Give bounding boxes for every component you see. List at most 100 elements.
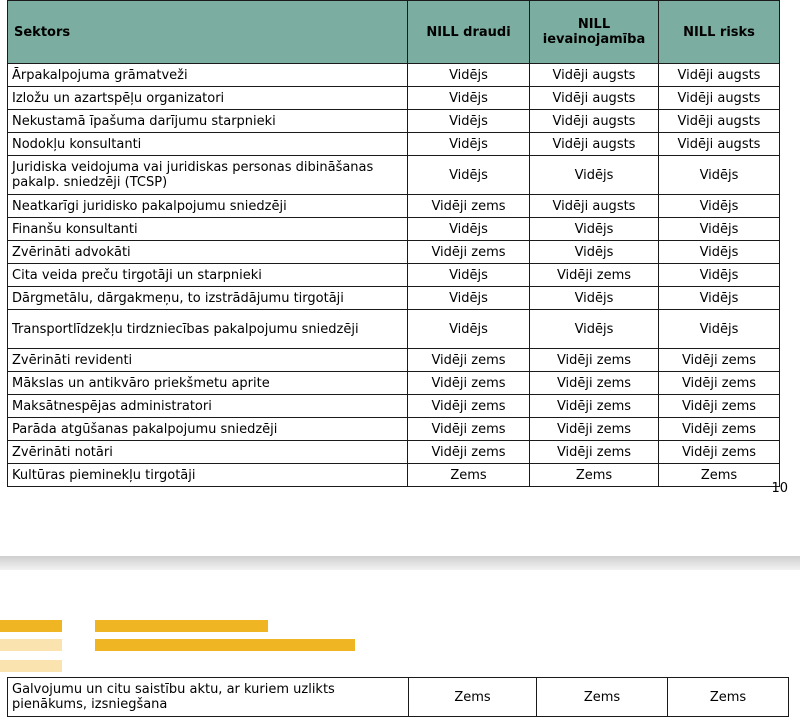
sector-cell: Ārpakalpojuma grāmatveži [7, 63, 408, 87]
page-gap [0, 556, 800, 570]
risk-cell: Vidējs [658, 263, 780, 287]
risk-cell: Vidējs [658, 217, 780, 241]
decorative-bar [0, 660, 62, 672]
table-row: Izložu un azartspēļu organizatori Vidējs V… [7, 86, 780, 110]
risk-cell: Vidēji zems [658, 440, 780, 464]
table-row: Maksātnespējas administratori Vidēji zems… [7, 394, 780, 418]
vulnerability-cell: Vidēji augsts [529, 63, 659, 87]
vulnerability-cell: Zems [529, 463, 659, 487]
threat-cell: Vidēji zems [407, 394, 530, 418]
continued-table: Galvojumu un citu saistību aktu, ar kuri… [7, 677, 789, 717]
sector-cell: Izložu un azartspēļu organizatori [7, 86, 408, 110]
table-row: Finanšu konsultanti Vidējs Vidējs Vidējs [7, 217, 780, 241]
threat-cell: Vidējs [407, 309, 530, 349]
vulnerability-cell: Vidējs [529, 309, 659, 349]
document-page: Sektors NILL draudi NILL ievainojamība N… [7, 0, 788, 496]
risk-cell: Zems [658, 463, 780, 487]
vulnerability-cell: Vidējs [529, 240, 659, 264]
table-row: Cita veida preču tirgotāji un starpnieki… [7, 263, 780, 287]
sector-cell: Kultūras pieminekļu tirgotāji [7, 463, 408, 487]
threat-cell: Vidējs [407, 63, 530, 87]
threat-cell: Vidējs [407, 263, 530, 287]
threat-cell: Vidēji zems [407, 417, 530, 441]
risk-cell: Vidējs [658, 155, 780, 195]
sector-cell: Transportlīdzekļu tirdzniecības pakalpoj… [7, 309, 408, 349]
threat-cell: Vidējs [407, 109, 530, 133]
sector-cell: Finanšu konsultanti [7, 217, 408, 241]
threat-cell: Vidēji zems [407, 240, 530, 264]
risk-cell: Vidēji augsts [658, 132, 780, 156]
sector-cell: Parāda atgūšanas pakalpojumu sniedzēji [7, 417, 408, 441]
risk-cell: Vidējs [658, 286, 780, 310]
table-row: Zvērināti revidenti Vidēji zems Vidēji zem… [7, 348, 780, 372]
threat-cell: Vidēji zems [407, 371, 530, 395]
table-row: Galvojumu un citu saistību aktu, ar kuri… [7, 677, 789, 717]
risk-cell: Vidēji zems [658, 371, 780, 395]
threat-cell: Vidējs [407, 217, 530, 241]
table-row: Nekustamā īpašuma darījumu starpnieki Vid… [7, 109, 780, 133]
risk-cell: Vidēji zems [658, 417, 780, 441]
table-row: Juridiska veidojuma vai juridiskas perso… [7, 155, 780, 195]
sector-cell: Juridiska veidojuma vai juridiskas perso… [7, 155, 408, 195]
threat-cell: Vidēji zems [407, 194, 530, 218]
threat-cell: Vidēji zems [407, 348, 530, 372]
risk-table: Sektors NILL draudi NILL ievainojamība N… [7, 0, 780, 487]
threat-cell: Vidēji zems [407, 440, 530, 464]
header-nill-ievainojamiba: NILL ievainojamība [529, 0, 659, 64]
threat-cell: Vidējs [407, 86, 530, 110]
threat-cell: Vidējs [407, 286, 530, 310]
threat-cell: Zems [407, 463, 530, 487]
risk-cell: Vidēji augsts [658, 109, 780, 133]
page-number: 10 [771, 481, 788, 496]
table-row: Nodokļu konsultanti Vidējs Vidēji augsts Vi… [7, 132, 780, 156]
table-row: Ārpakalpojuma grāmatveži Vidējs Vidēji aug… [7, 63, 780, 87]
vulnerability-cell: Vidējs [529, 286, 659, 310]
vulnerability-cell: Vidēji zems [529, 394, 659, 418]
vulnerability-cell: Vidēji zems [529, 440, 659, 464]
vulnerability-cell: Vidēji augsts [529, 86, 659, 110]
sector-cell: Mākslas un antikvāro priekšmetu aprite [7, 371, 408, 395]
sector-cell: Dārgmetālu, dārgakmeņu, to izstrādājumu … [7, 286, 408, 310]
vulnerability-cell: Vidēji augsts [529, 194, 659, 218]
table-row: Dārgmetālu, dārgakmeņu, to izstrādājumu … [7, 286, 780, 310]
sector-cell: Neatkarīgi juridisko pakalpojumu sniedzē… [7, 194, 408, 218]
table-row: Zvērināti advokāti Vidēji zems Vidējs Vidēj… [7, 240, 780, 264]
vulnerability-cell: Vidēji augsts [529, 109, 659, 133]
header-nill-risks: NILL risks [658, 0, 780, 64]
vulnerability-cell: Vidēji zems [529, 371, 659, 395]
vulnerability-cell: Zems [536, 677, 668, 717]
vulnerability-cell: Vidēji zems [529, 417, 659, 441]
table-header-row: Sektors NILL draudi NILL ievainojamība N… [7, 0, 780, 64]
threat-cell: Vidējs [407, 132, 530, 156]
decorative-bar [0, 639, 62, 651]
risk-cell: Vidēji zems [658, 394, 780, 418]
risk-cell: Vidējs [658, 240, 780, 264]
table-row: Zvērināti notāri Vidēji zems Vidēji zems Vi… [7, 440, 780, 464]
sector-cell: Zvērināti advokāti [7, 240, 408, 264]
sector-cell: Nodokļu konsultanti [7, 132, 408, 156]
sector-cell: Zvērināti revidenti [7, 348, 408, 372]
header-nill-draudi: NILL draudi [407, 0, 530, 64]
risk-cell: Vidējs [658, 194, 780, 218]
sector-cell: Nekustamā īpašuma darījumu starpnieki [7, 109, 408, 133]
vulnerability-cell: Vidējs [529, 217, 659, 241]
threat-cell: Vidējs [407, 155, 530, 195]
risk-cell: Vidēji augsts [658, 63, 780, 87]
vulnerability-cell: Vidēji augsts [529, 132, 659, 156]
table-row: Mākslas un antikvāro priekšmetu aprite Vi… [7, 371, 780, 395]
sector-cell: Cita veida preču tirgotāji un starpnieki [7, 263, 408, 287]
vulnerability-cell: Vidēji zems [529, 348, 659, 372]
sector-cell: Maksātnespējas administratori [7, 394, 408, 418]
decorative-bar [95, 620, 268, 632]
risk-cell: Vidēji zems [658, 348, 780, 372]
vulnerability-cell: Vidējs [529, 155, 659, 195]
table-row: Neatkarīgi juridisko pakalpojumu sniedzē… [7, 194, 780, 218]
vulnerability-cell: Vidēji zems [529, 263, 659, 287]
sector-cell: Zvērināti notāri [7, 440, 408, 464]
sector-cell: Galvojumu un citu saistību aktu, ar kuri… [7, 677, 409, 717]
risk-cell: Vidēji augsts [658, 86, 780, 110]
header-sektors: Sektors [7, 0, 408, 64]
risk-cell: Zems [667, 677, 789, 717]
table-row: Parāda atgūšanas pakalpojumu sniedzēji Vi… [7, 417, 780, 441]
threat-cell: Zems [408, 677, 537, 717]
